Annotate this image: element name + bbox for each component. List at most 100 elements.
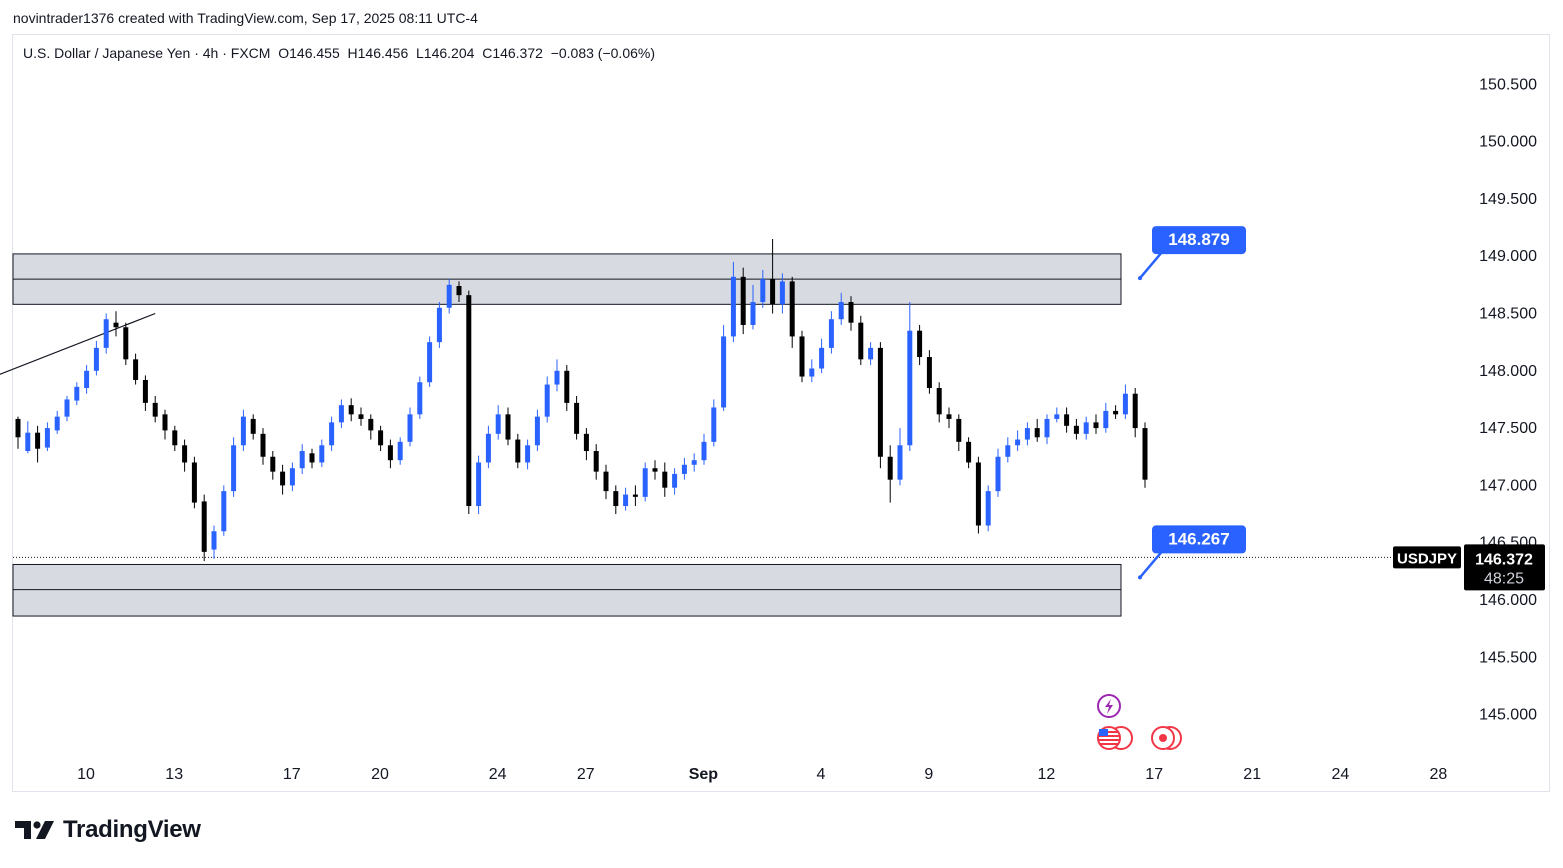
candle: [917, 324, 923, 366]
y-tick-label: 149.500: [1479, 191, 1537, 208]
candle-body: [309, 453, 315, 463]
candle: [368, 414, 374, 440]
candle: [299, 444, 305, 474]
candle: [946, 407, 952, 429]
candle-body: [495, 414, 501, 434]
candle: [103, 313, 109, 354]
candle: [995, 448, 1001, 497]
zone-box-1: [12, 563, 1122, 617]
candle: [1113, 405, 1119, 419]
candle-body: [642, 468, 648, 497]
candle-body: [956, 418, 962, 442]
candle-body: [64, 399, 70, 417]
x-tick-label: 24: [1332, 766, 1350, 783]
candle: [721, 324, 727, 411]
x-tick-label: 9: [924, 766, 933, 783]
candle-body: [799, 336, 805, 377]
candle-body: [397, 441, 403, 461]
candle: [877, 342, 883, 469]
candle-body: [966, 441, 972, 463]
price-label-pointer: [1139, 550, 1163, 579]
candle-body: [1093, 422, 1099, 429]
us-flag-stripe: [1099, 731, 1119, 733]
candle-body: [985, 491, 991, 526]
candle: [495, 405, 501, 440]
candle-body: [250, 418, 256, 434]
candle: [289, 462, 295, 492]
candle-body: [505, 414, 511, 440]
candle: [260, 428, 266, 465]
x-tick-label: 4: [817, 766, 826, 783]
candle: [1142, 422, 1148, 488]
candle-body: [44, 428, 50, 448]
last-price-badge: USDJPY 146.372 48:25: [1393, 544, 1545, 591]
candle-body: [603, 471, 609, 492]
candle-body: [368, 418, 374, 431]
candle: [809, 359, 815, 383]
candle: [1122, 384, 1128, 419]
candle-body: [946, 414, 952, 419]
legend-open: O146.455: [278, 45, 340, 61]
candle: [123, 322, 129, 366]
y-tick-label: 145.000: [1479, 707, 1537, 724]
candle: [613, 485, 619, 515]
candle-body: [779, 281, 785, 305]
candle-body: [74, 386, 80, 401]
candle: [652, 460, 658, 480]
candle-body: [740, 276, 746, 325]
x-tick-label: 10: [77, 766, 95, 783]
candle: [799, 330, 805, 383]
candle-body: [123, 327, 129, 360]
candle-body: [593, 451, 599, 472]
x-tick-label: 21: [1243, 766, 1261, 783]
candle: [887, 445, 893, 503]
chart-frame[interactable]: [12, 34, 1550, 792]
candle-body: [84, 370, 90, 388]
candle: [593, 444, 599, 480]
candle: [64, 396, 70, 422]
candle-body: [1142, 428, 1148, 480]
candle-body: [887, 456, 893, 480]
candle-body: [231, 445, 237, 492]
candle: [642, 462, 648, 502]
candle: [309, 448, 315, 469]
tradingview-logo[interactable]: TradingView: [15, 815, 201, 845]
candle: [407, 407, 413, 447]
candle-body: [260, 433, 266, 457]
candle: [956, 414, 962, 452]
candle: [172, 425, 178, 452]
candle-body: [877, 347, 883, 457]
candle-body: [672, 473, 678, 488]
candle: [711, 399, 717, 447]
candle-body: [926, 357, 932, 388]
candle-body: [133, 359, 139, 380]
candle-body: [770, 279, 776, 305]
candle: [632, 485, 638, 507]
candle: [466, 290, 472, 515]
candle-body: [446, 284, 452, 308]
candle-body: [760, 279, 766, 303]
candle-body: [613, 491, 619, 507]
legend-close: C146.372: [482, 45, 543, 61]
candle-body: [201, 501, 207, 552]
candle: [583, 428, 589, 461]
candle-body: [917, 330, 923, 358]
candle-body: [240, 416, 246, 446]
candle-body: [750, 302, 756, 325]
candle: [93, 341, 99, 376]
candle-body: [142, 379, 148, 403]
candle: [936, 382, 942, 423]
candle: [358, 407, 364, 426]
candle-body: [299, 451, 305, 469]
candle: [868, 342, 874, 366]
legend-high: H146.456: [347, 45, 409, 61]
candle-body: [15, 418, 21, 438]
candle-body: [162, 414, 168, 431]
candle-body: [270, 456, 276, 472]
candle-body: [221, 491, 227, 532]
y-tick-label: 145.500: [1479, 649, 1537, 666]
candle-body: [1083, 422, 1089, 434]
candle: [770, 239, 776, 314]
event-icons: [1097, 694, 1182, 750]
